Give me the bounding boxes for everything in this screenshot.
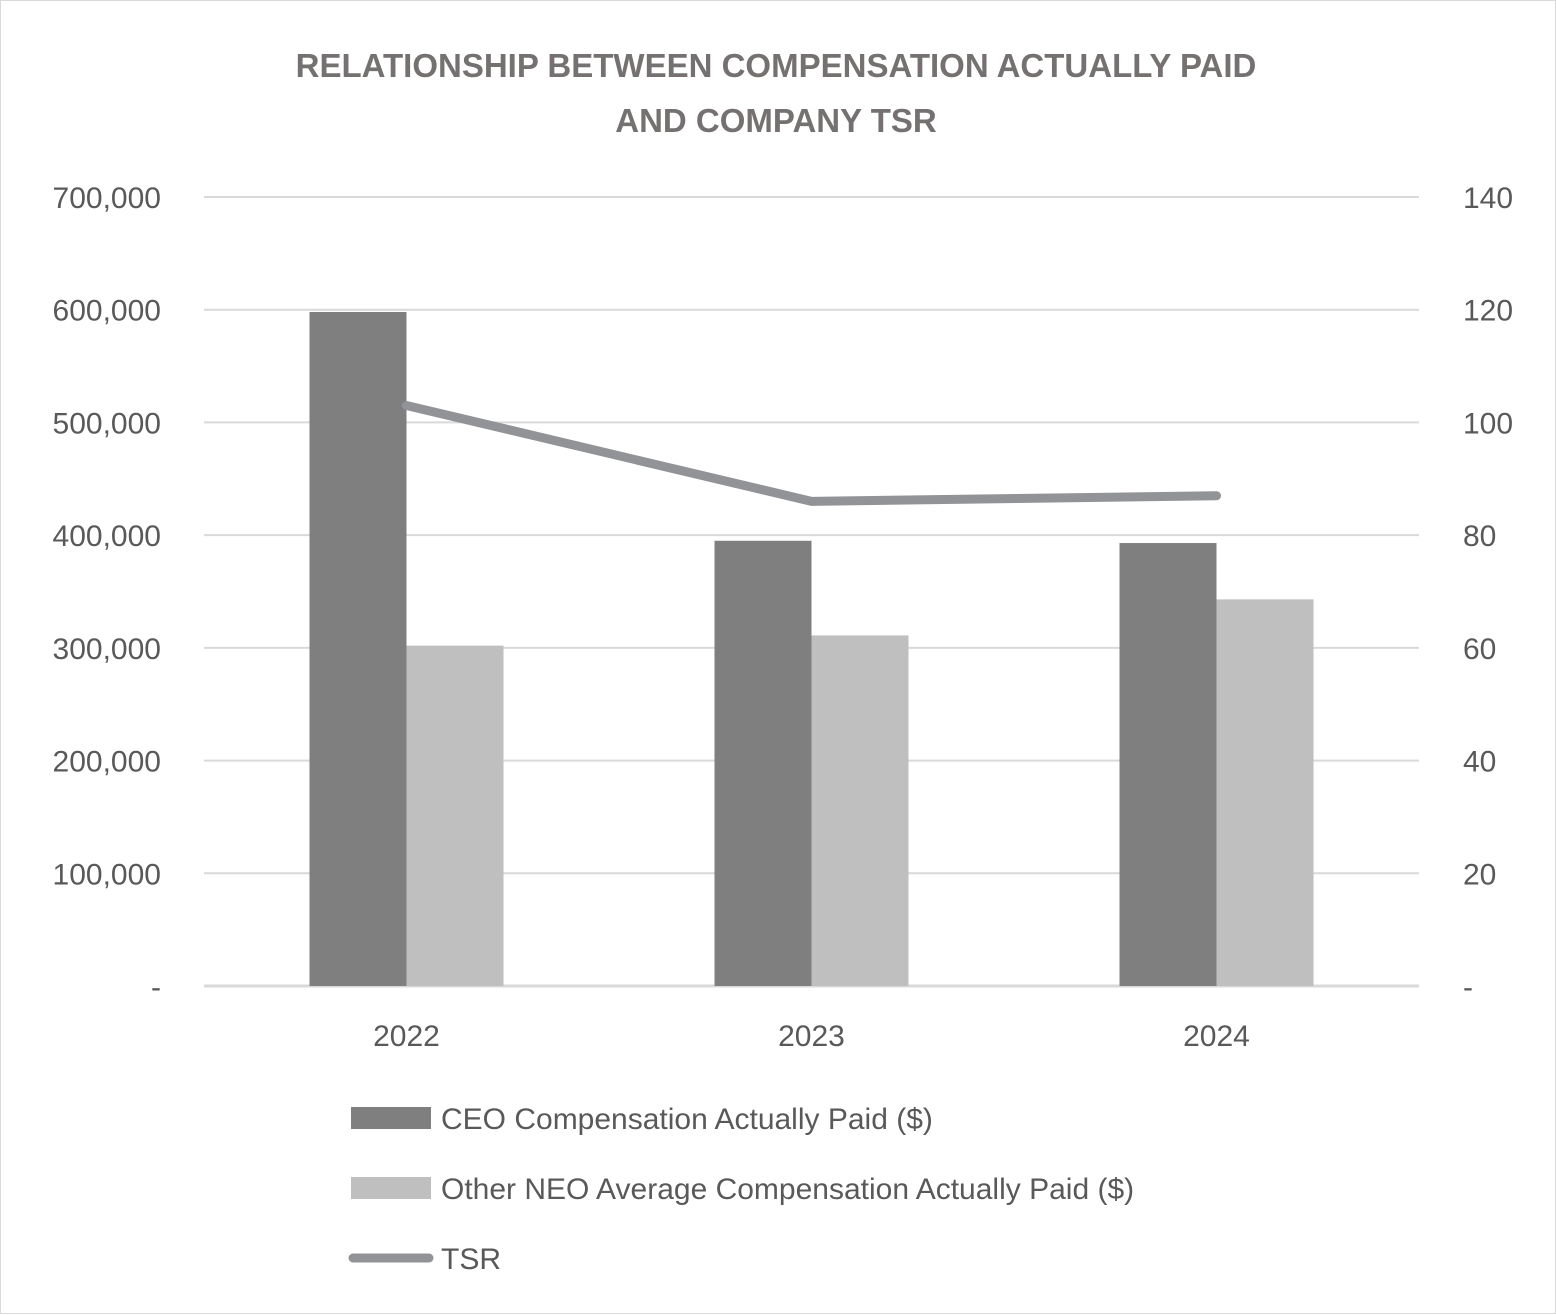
left-tick-label: 700,000 [53,182,161,215]
x-tick-label: 2023 [778,1020,845,1053]
left-tick-label: 400,000 [53,520,161,553]
right-tick-label: 120 [1463,295,1513,328]
neo-bar [811,635,909,986]
left-axis: - 100,000 200,000 300,000 400,000 500,000 600,… [53,182,161,1004]
tsr-line-path [402,401,1221,506]
chart-title: RELATIONSHIP BETWEEN COMPENSATION ACTUAL… [296,47,1257,139]
right-tick-label: - [1463,971,1473,1004]
neo-bar [406,645,504,986]
left-tick-label: - [151,971,161,1004]
ceo-bar [714,540,812,986]
ceo-bar [1119,543,1217,986]
tsr-line [402,401,1221,506]
legend-swatch-ceo [351,1107,431,1129]
chart-title-line: AND COMPANY TSR [615,102,937,139]
left-tick-label: 100,000 [53,858,161,891]
neo-bar [1216,599,1314,986]
left-tick-label: 500,000 [53,407,161,440]
legend-label: CEO Compensation Actually Paid ($) [441,1103,933,1136]
x-tick-label: 2022 [373,1020,440,1053]
right-tick-label: 60 [1463,633,1496,666]
legend: CEO Compensation Actually Paid ($) Other … [348,1103,1134,1276]
right-tick-label: 140 [1463,182,1513,215]
right-tick-label: 80 [1463,520,1496,553]
left-tick-label: 200,000 [53,746,161,779]
ceo-bar [309,311,407,986]
legend-swatch-neo [351,1177,431,1199]
legend-label: Other NEO Average Compensation Actually … [441,1173,1134,1206]
right-tick-label: 40 [1463,746,1496,779]
chart-title-line: RELATIONSHIP BETWEEN COMPENSATION ACTUAL… [296,47,1257,84]
legend-label: TSR [441,1243,501,1276]
left-tick-label: 300,000 [53,633,161,666]
right-tick-label: 100 [1463,407,1513,440]
left-tick-label: 600,000 [53,295,161,328]
x-tick-label: 2024 [1183,1020,1250,1053]
x-axis: 2022 2023 2024 [373,1020,1250,1053]
right-axis: - 20 40 60 80 100 120 140 [1463,182,1513,1004]
bars [309,311,1314,986]
right-tick-label: 20 [1463,858,1496,891]
